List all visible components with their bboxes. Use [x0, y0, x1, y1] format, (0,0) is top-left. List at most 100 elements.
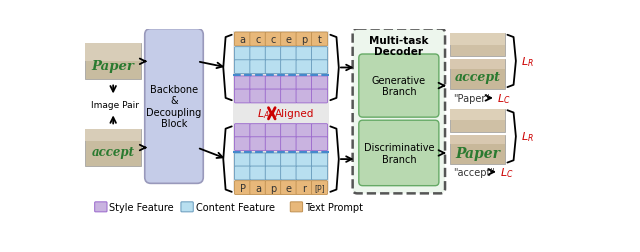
FancyBboxPatch shape: [250, 124, 266, 138]
FancyBboxPatch shape: [281, 166, 297, 180]
Text: c: c: [255, 35, 260, 45]
Text: accept: accept: [92, 146, 134, 159]
Text: Aligned: Aligned: [275, 109, 314, 119]
Text: $L_R$: $L_R$: [520, 55, 533, 69]
FancyBboxPatch shape: [312, 90, 328, 104]
Text: Multi-task
Decoder: Multi-task Decoder: [369, 36, 429, 57]
Bar: [86, 130, 141, 166]
FancyBboxPatch shape: [312, 33, 328, 47]
FancyBboxPatch shape: [359, 121, 439, 186]
FancyBboxPatch shape: [250, 33, 266, 47]
Bar: [450, 135, 505, 165]
FancyBboxPatch shape: [265, 166, 282, 180]
Text: $L_C$: $L_C$: [500, 165, 514, 179]
FancyBboxPatch shape: [296, 166, 312, 180]
Text: Backbone
&
Decoupling
Block: Backbone & Decoupling Block: [147, 84, 202, 129]
FancyBboxPatch shape: [145, 29, 204, 184]
FancyBboxPatch shape: [296, 60, 312, 74]
Bar: [450, 34, 505, 46]
FancyBboxPatch shape: [312, 137, 328, 151]
Bar: [450, 109, 505, 132]
FancyBboxPatch shape: [250, 181, 266, 195]
Bar: [234, 32, 329, 191]
FancyBboxPatch shape: [234, 124, 251, 138]
Text: r: r: [302, 183, 306, 193]
Text: a: a: [239, 35, 246, 45]
Bar: [450, 135, 505, 144]
FancyBboxPatch shape: [312, 60, 328, 74]
FancyBboxPatch shape: [265, 77, 282, 90]
Text: Image Pair: Image Pair: [91, 101, 139, 110]
FancyBboxPatch shape: [265, 60, 282, 74]
Text: Paper: Paper: [92, 60, 134, 73]
Text: "accept": "accept": [454, 167, 495, 177]
Text: Style Feature: Style Feature: [109, 202, 174, 212]
FancyBboxPatch shape: [312, 124, 328, 138]
FancyBboxPatch shape: [265, 47, 282, 61]
FancyBboxPatch shape: [250, 77, 266, 90]
FancyBboxPatch shape: [296, 33, 312, 47]
Text: $L_C$: $L_C$: [497, 92, 511, 105]
FancyBboxPatch shape: [234, 47, 251, 61]
FancyBboxPatch shape: [234, 166, 251, 180]
FancyBboxPatch shape: [353, 29, 445, 194]
FancyBboxPatch shape: [250, 166, 266, 180]
Text: t: t: [317, 35, 321, 45]
FancyBboxPatch shape: [265, 137, 282, 151]
Text: p: p: [301, 35, 307, 45]
FancyBboxPatch shape: [250, 90, 266, 104]
Text: Generative
Branch: Generative Branch: [372, 75, 426, 97]
FancyBboxPatch shape: [265, 90, 282, 104]
FancyBboxPatch shape: [296, 77, 312, 90]
Bar: [86, 44, 141, 80]
FancyBboxPatch shape: [265, 33, 282, 47]
FancyBboxPatch shape: [312, 166, 328, 180]
FancyBboxPatch shape: [296, 47, 312, 61]
Bar: [450, 34, 505, 57]
Bar: [450, 60, 505, 69]
FancyBboxPatch shape: [281, 47, 297, 61]
FancyBboxPatch shape: [281, 90, 297, 104]
FancyBboxPatch shape: [296, 181, 312, 195]
Text: $L_A$: $L_A$: [257, 107, 270, 121]
FancyBboxPatch shape: [250, 47, 266, 61]
FancyBboxPatch shape: [234, 90, 251, 104]
FancyBboxPatch shape: [234, 181, 251, 195]
FancyBboxPatch shape: [296, 137, 312, 151]
FancyBboxPatch shape: [312, 47, 328, 61]
FancyBboxPatch shape: [359, 55, 439, 118]
FancyBboxPatch shape: [296, 124, 312, 138]
FancyBboxPatch shape: [281, 124, 297, 138]
FancyBboxPatch shape: [265, 124, 282, 138]
FancyBboxPatch shape: [95, 202, 107, 212]
Text: e: e: [285, 183, 292, 193]
FancyBboxPatch shape: [296, 153, 312, 167]
FancyBboxPatch shape: [250, 137, 266, 151]
Text: p: p: [270, 183, 276, 193]
FancyBboxPatch shape: [281, 77, 297, 90]
Text: Content Feature: Content Feature: [196, 202, 275, 212]
Text: Paper: Paper: [455, 146, 500, 160]
Text: accept: accept: [454, 71, 500, 84]
FancyBboxPatch shape: [281, 33, 297, 47]
Text: Text Prompt: Text Prompt: [305, 202, 363, 212]
FancyBboxPatch shape: [312, 77, 328, 90]
Text: Discriminative
Branch: Discriminative Branch: [364, 143, 434, 164]
Bar: [450, 60, 505, 89]
FancyBboxPatch shape: [312, 181, 328, 195]
FancyBboxPatch shape: [234, 60, 251, 74]
FancyBboxPatch shape: [281, 181, 297, 195]
FancyBboxPatch shape: [250, 153, 266, 167]
FancyBboxPatch shape: [281, 60, 297, 74]
Text: c: c: [271, 35, 276, 45]
FancyBboxPatch shape: [234, 153, 251, 167]
FancyBboxPatch shape: [265, 181, 282, 195]
Bar: [86, 130, 141, 141]
FancyBboxPatch shape: [250, 60, 266, 74]
FancyBboxPatch shape: [234, 77, 251, 90]
FancyBboxPatch shape: [234, 33, 251, 47]
Text: $L_R$: $L_R$: [520, 130, 533, 144]
Bar: [86, 44, 141, 62]
FancyBboxPatch shape: [181, 202, 193, 212]
FancyBboxPatch shape: [265, 153, 282, 167]
